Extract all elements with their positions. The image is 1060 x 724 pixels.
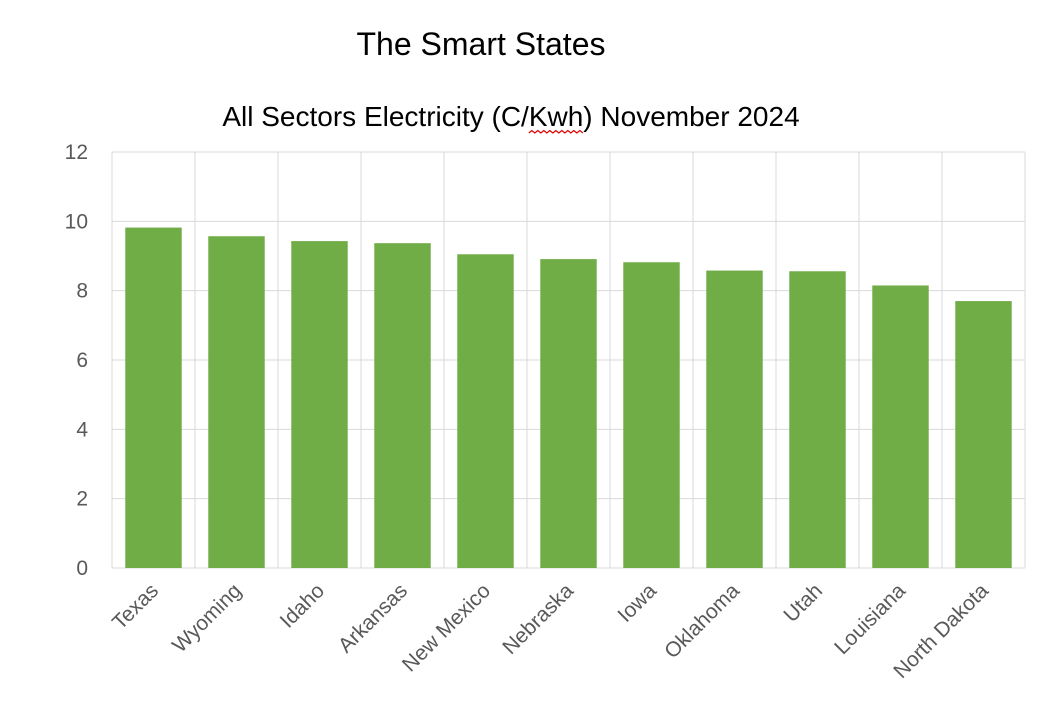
bar-wyoming: [208, 236, 265, 569]
x-tick-label: Louisiana: [830, 579, 910, 659]
chart-title: The Smart States: [357, 26, 606, 62]
x-tick-label: Texas: [108, 579, 163, 634]
y-tick-label: 12: [65, 141, 88, 164]
bars: [125, 227, 1012, 569]
bar-north-dakota: [955, 301, 1012, 568]
y-tick-label: 4: [76, 418, 88, 441]
y-axis-tick-labels: 0 2 4 6 8 10 12: [65, 141, 89, 580]
x-tick-label: Wyoming: [168, 579, 246, 657]
x-tick-label: Iowa: [613, 579, 661, 627]
y-tick-label: 10: [65, 210, 88, 233]
bar-utah: [789, 271, 846, 568]
x-tick-label: Oklahoma: [660, 579, 744, 663]
bar-oklahoma: [706, 270, 763, 568]
bar-louisiana: [872, 285, 929, 568]
x-tick-label: Nebraska: [498, 579, 578, 659]
bar-new-mexico: [457, 254, 514, 568]
y-tick-label: 6: [76, 349, 88, 372]
x-tick-label: Utah: [779, 579, 827, 627]
bar-arkansas: [374, 243, 431, 568]
x-tick-label: Idaho: [276, 579, 329, 632]
y-tick-label: 0: [76, 557, 88, 580]
x-tick-label: New Mexico: [398, 579, 495, 676]
y-tick-label: 8: [76, 280, 88, 303]
spell-check-underline: [528, 129, 584, 134]
bar-nebraska: [540, 259, 597, 568]
bar-iowa: [623, 262, 680, 568]
bar-idaho: [291, 241, 348, 569]
x-tick-label: Arkansas: [334, 579, 412, 657]
bar-texas: [125, 227, 182, 568]
y-tick-label: 2: [76, 488, 88, 511]
chart-subtitle: All Sectors Electricity (C/Kwh) November…: [222, 101, 799, 132]
